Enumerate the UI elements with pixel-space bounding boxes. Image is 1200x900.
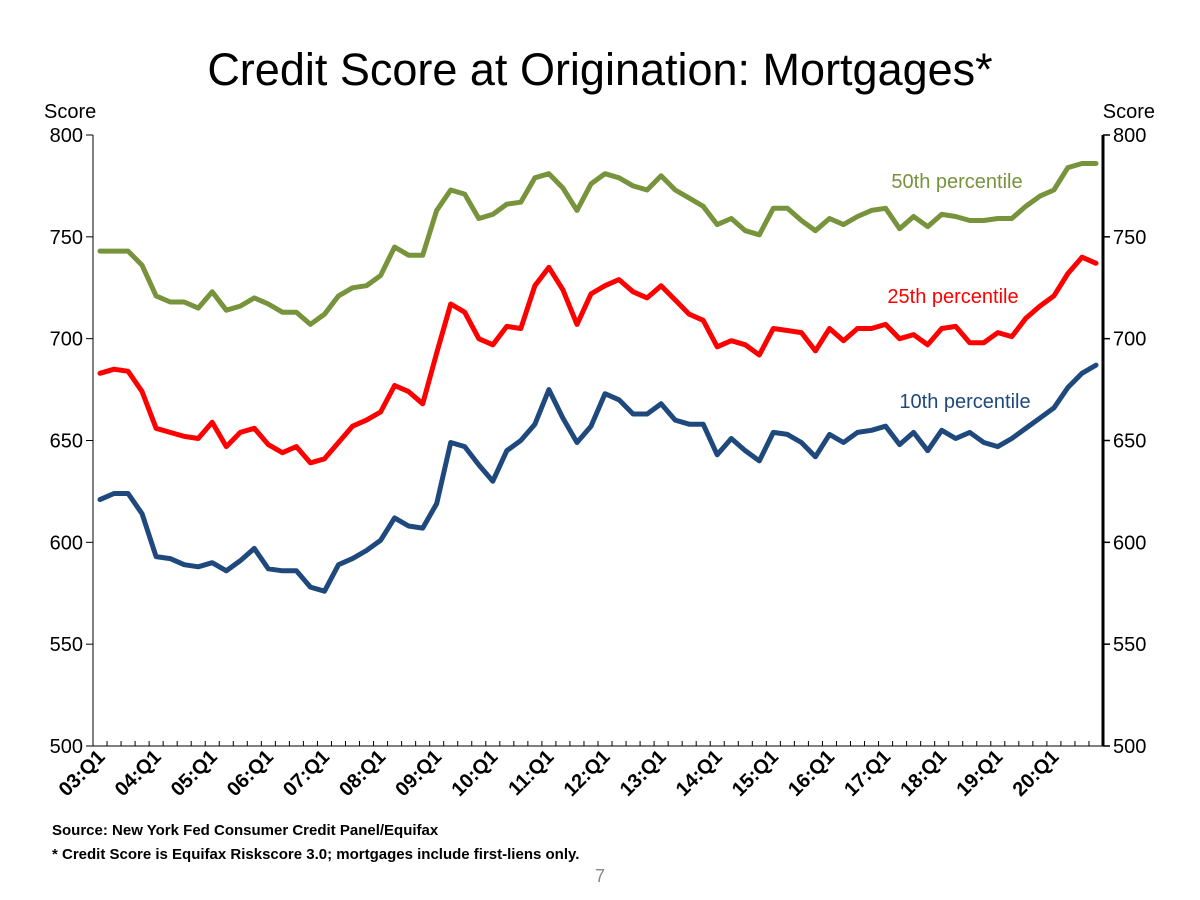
y-tick-label-right: 800 [1113,125,1146,147]
x-tick-label: 20:Q1 [1009,746,1064,801]
x-tick-label: 04:Q1 [111,746,166,801]
footnote: * Credit Score is Equifax Riskscore 3.0;… [52,846,580,863]
x-tick-label: 06:Q1 [223,746,278,801]
x-tick-label: 09:Q1 [391,746,446,801]
y-tick-label-left: 650 [50,431,83,453]
y-tick-label-left: 700 [50,329,83,351]
y-tick-label-left: 750 [50,227,83,249]
series-label-0: 50th percentile [891,171,1022,193]
y-tick-label-left: 600 [50,532,83,554]
x-tick-label: 18:Q1 [896,746,951,801]
y-tick-label-right: 750 [1113,227,1146,249]
x-tick-label: 10:Q1 [447,746,502,801]
x-tick-label: 16:Q1 [784,746,839,801]
x-tick-label: 11:Q1 [504,746,558,800]
y-axis-label-left: Score [44,101,96,123]
y-tick-label-right: 700 [1113,329,1146,351]
x-tick-label: 13:Q1 [616,746,671,801]
y-tick-label-right: 550 [1113,634,1146,656]
y-tick-label-left: 550 [50,634,83,656]
x-tick-label: 19:Q1 [952,746,1007,801]
y-tick-label-right: 500 [1113,736,1146,758]
x-tick-label: 12:Q1 [560,746,615,801]
y-tick-label-right: 650 [1113,431,1146,453]
x-tick-label: 17:Q1 [840,746,895,801]
x-tick-label: 07:Q1 [279,746,334,801]
chart-title: Credit Score at Origination: Mortgages* [207,44,993,95]
series-line-1 [97,254,1099,466]
y-tick-label-left: 800 [50,125,83,147]
x-tick-label: 15:Q1 [728,746,783,801]
series-label-2: 10th percentile [899,391,1030,413]
y-tick-label-left: 500 [50,736,83,758]
x-tick-label: 05:Q1 [167,746,222,801]
y-axis-label-right: Score [1103,101,1155,123]
source-note: Source: New York Fed Consumer Credit Pan… [52,822,439,839]
y-tick-label-right: 600 [1113,532,1146,554]
x-tick-label: 08:Q1 [335,746,390,801]
series-label-1: 25th percentile [887,286,1018,308]
x-tick-label: 14:Q1 [672,746,727,801]
series-line-0 [97,161,1099,327]
series-line-2 [97,362,1099,594]
page-number: 7 [594,866,605,886]
